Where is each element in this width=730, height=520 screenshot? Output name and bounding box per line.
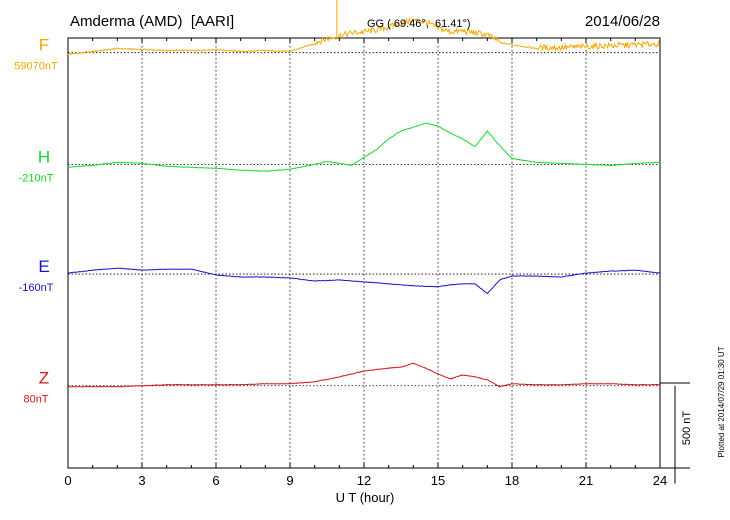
series-baseline-Z: 80nT — [23, 394, 48, 406]
x-ticks: 0 3 6 9 12 15 18 21 24 — [64, 38, 667, 488]
series-baseline-F: 59070nT — [14, 61, 58, 73]
gridlines — [141, 38, 587, 468]
date-label: 2014/06/28 — [585, 13, 660, 30]
scale-bar: 500 nT — [660, 382, 693, 484]
tick-label-18: 18 — [505, 473, 519, 488]
series-baseline-E: -160nT — [19, 282, 54, 294]
tick-label-9: 9 — [286, 473, 293, 488]
series-lines — [67, 0, 661, 388]
tick-label-3: 3 — [138, 473, 145, 488]
tick-label-6: 6 — [212, 473, 219, 488]
plotted-timestamp: Plotted at 2014/07/29 01:30 UT — [717, 346, 726, 457]
scale-bar-label: 500 nT — [681, 411, 693, 446]
baselines — [68, 52, 660, 387]
series-line-E — [67, 267, 661, 295]
tick-label-24: 24 — [653, 473, 667, 488]
tick-label-15: 15 — [431, 473, 445, 488]
series-line-H — [67, 122, 660, 172]
station-title: Amderma (AMD) [AARI] — [70, 13, 234, 30]
series-line-Z — [67, 362, 661, 388]
series-line-F — [67, 17, 661, 56]
tick-label-21: 21 — [579, 473, 593, 488]
geo-coordinates: GG ( 69.46°, 61.41°) — [367, 18, 471, 30]
series-name-Z: Z — [39, 369, 49, 388]
series-name-F: F — [39, 36, 49, 55]
x-axis-title: U T (hour) — [336, 490, 395, 505]
tick-label-0: 0 — [64, 473, 71, 488]
series-labels: F 59070nT H -210nT E -160nT Z 80nT — [14, 36, 58, 406]
series-baseline-H: -210nT — [19, 172, 54, 184]
tick-label-12: 12 — [357, 473, 371, 488]
series-name-E: E — [38, 257, 49, 276]
series-name-H: H — [38, 147, 50, 166]
